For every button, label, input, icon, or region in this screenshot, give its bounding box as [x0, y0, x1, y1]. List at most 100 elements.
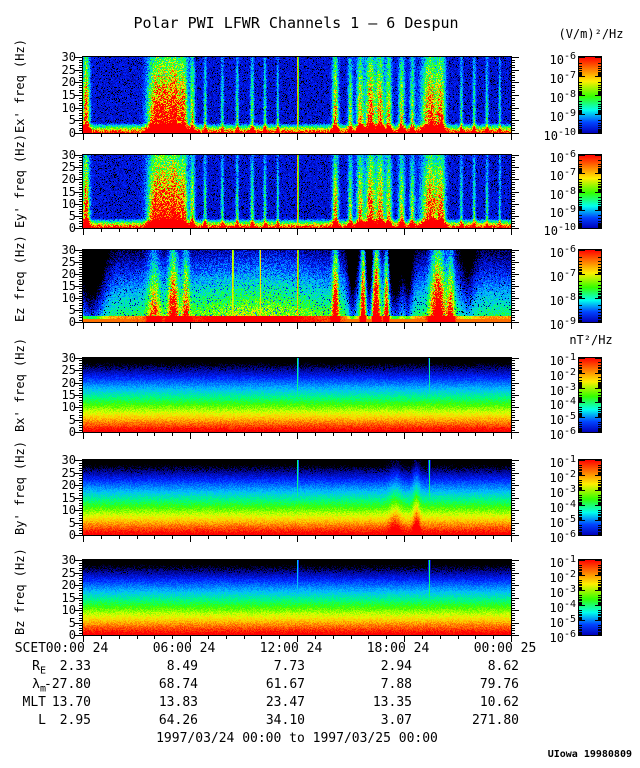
y-tick-label: 25	[61, 62, 76, 77]
spectrogram-canvas-by	[83, 460, 511, 535]
ephemeris-label-scet: SCET	[14, 641, 46, 656]
colorbar-exponent: -6	[563, 244, 576, 255]
y-tick-label: 0	[68, 628, 76, 642]
y-tick-label: 5	[68, 615, 76, 630]
y-tick-label: 25	[61, 363, 76, 378]
y-axis-label-bz: Bz freq (Hz)	[13, 548, 27, 635]
colorbar-exponent: -4	[563, 396, 576, 408]
y-tick-label: 15	[61, 279, 76, 293]
y-axis-label-by: By' freq (Hz)	[13, 441, 27, 535]
colorbar-tick-label: 10-3	[549, 584, 577, 600]
ephemeris-value-lambda-m: 68.74	[158, 677, 198, 692]
y-tick-label: 30	[61, 453, 76, 467]
colorbar-exponent: -8	[563, 89, 576, 100]
colorbar-tick-label: 10-1	[549, 554, 577, 570]
colorbar-tick-label: 10-2	[549, 469, 577, 485]
colorbar-exponent: -4	[563, 599, 576, 610]
colorbar-tick-label: 10-1	[549, 454, 577, 470]
colorbar-tick-label: 10-4	[549, 396, 577, 413]
time-tick-label: 12:00 24	[259, 641, 323, 656]
ephemeris-value-mlt: 13.70	[51, 695, 91, 710]
colorbar-exponent: -5	[563, 614, 576, 625]
ephemeris-value-mlt: 10.62	[479, 695, 519, 710]
ephemeris-label-lambda-m: λm	[32, 677, 46, 695]
y-tick-label: 0	[68, 126, 76, 140]
ephemeris-value-lambda-m: 79.76	[479, 677, 519, 692]
colorbar-exponent: -6	[563, 51, 576, 62]
colorbar-exponent: -9	[563, 203, 576, 215]
y-tick-label: 10	[61, 603, 76, 617]
colorbar-unit-bx: nT²/Hz	[569, 333, 613, 347]
ephemeris-value-l: 64.26	[158, 713, 198, 728]
ephemeris-value-l: 34.10	[265, 713, 305, 728]
colorbar-exponent: -3	[563, 584, 576, 595]
colorbar-exponent: -1	[563, 352, 576, 363]
colorbar-exponent: -3	[563, 381, 576, 393]
y-tick-label: 30	[61, 243, 76, 257]
spectrogram-canvas-bz	[83, 560, 511, 635]
time-tick-label: 00:00 24	[45, 641, 109, 656]
colorbar-tick-label: 10-6	[549, 426, 577, 442]
colorbar-tick-label: 10-6	[549, 629, 577, 645]
y-tick-label: 25	[61, 465, 76, 480]
ephemeris-value-lambda-m: -27.80	[44, 677, 91, 692]
colorbar-tick-label: 10-6	[549, 51, 577, 67]
y-tick-label: 15	[61, 590, 76, 605]
colorbar-tick-label: 10-3	[549, 484, 577, 500]
ephemeris-value-l: 271.80	[472, 713, 519, 728]
ephemeris-value-re: 2.94	[380, 659, 412, 674]
colorbar-tick-label: 10-3	[549, 381, 577, 398]
y-tick-label: 15	[61, 88, 76, 102]
y-axis-label-ex: Ex' freq (Hz)	[13, 39, 27, 133]
colorbar-exponent: -5	[563, 514, 576, 525]
y-tick-label: 5	[68, 515, 76, 530]
y-axis-label-ez: Ez freq (Hz)	[13, 235, 27, 322]
colorbar-exponent: -2	[563, 569, 576, 580]
y-tick-label: 0	[68, 221, 76, 235]
colorbar-tick-label: 10-7	[549, 70, 577, 86]
y-tick-label: 25	[61, 255, 76, 269]
y-axis-label-ey: Ey' freq (Hz)	[13, 134, 27, 228]
colorbar-tick-label: 10-7	[549, 167, 577, 184]
ephemeris-value-l: 3.07	[380, 713, 412, 728]
colorbar-exponent: -1	[563, 454, 576, 465]
colorbar-exponent: -4	[563, 499, 576, 510]
y-tick-label: 20	[61, 578, 76, 592]
ephemeris-label-subscript: E	[39, 665, 46, 677]
colorbar-tick-label: 10-10	[543, 127, 576, 143]
colorbar-tick-label: 10-9	[549, 316, 577, 332]
colorbar-tick-label: 10-7	[549, 268, 577, 284]
colorbar-exponent: -7	[563, 167, 576, 179]
y-tick-label: 20	[61, 75, 76, 90]
y-tick-label: 20	[61, 375, 76, 390]
y-tick-label: 15	[61, 184, 76, 199]
ephemeris-value-lambda-m: 7.88	[380, 677, 412, 692]
y-tick-label: 30	[61, 50, 76, 64]
ephemeris-label-mlt: MLT	[22, 695, 46, 710]
ephemeris-value-re: 8.62	[487, 659, 519, 674]
colorbar-exponent: -6	[563, 529, 576, 540]
time-tick-label: 06:00 24	[152, 641, 216, 656]
colorbar-tick-label: 10-5	[549, 411, 577, 428]
colorbar-tick-label: 10-10	[543, 222, 576, 238]
y-tick-label: 0	[68, 425, 76, 439]
ephemeris-label-l: L	[38, 713, 46, 728]
ephemeris-value-re: 7.73	[273, 659, 305, 674]
spectrogram-canvas-ey	[83, 155, 511, 228]
colorbar-exponent: -7	[563, 268, 576, 279]
colorbar-tick-label: 10-2	[549, 366, 577, 383]
colorbar-tick-label: 10-4	[549, 499, 577, 515]
ephemeris-value-lambda-m: 61.67	[265, 677, 305, 692]
colorbar-tick-label: 10-5	[549, 614, 577, 630]
y-tick-label: 0	[68, 528, 76, 542]
ephemeris-value-l: 2.95	[59, 713, 91, 728]
colorbar-exponent: -6	[563, 629, 576, 640]
y-axis-label-bx: Bx' freq (Hz)	[13, 338, 27, 432]
ephemeris-value-mlt: 23.47	[265, 695, 305, 710]
colorbar-exponent: -7	[563, 70, 576, 81]
y-tick-label: 25	[61, 565, 76, 580]
y-tick-label: 5	[68, 113, 76, 128]
y-tick-label: 10	[61, 196, 76, 211]
y-tick-label: 20	[61, 172, 76, 187]
